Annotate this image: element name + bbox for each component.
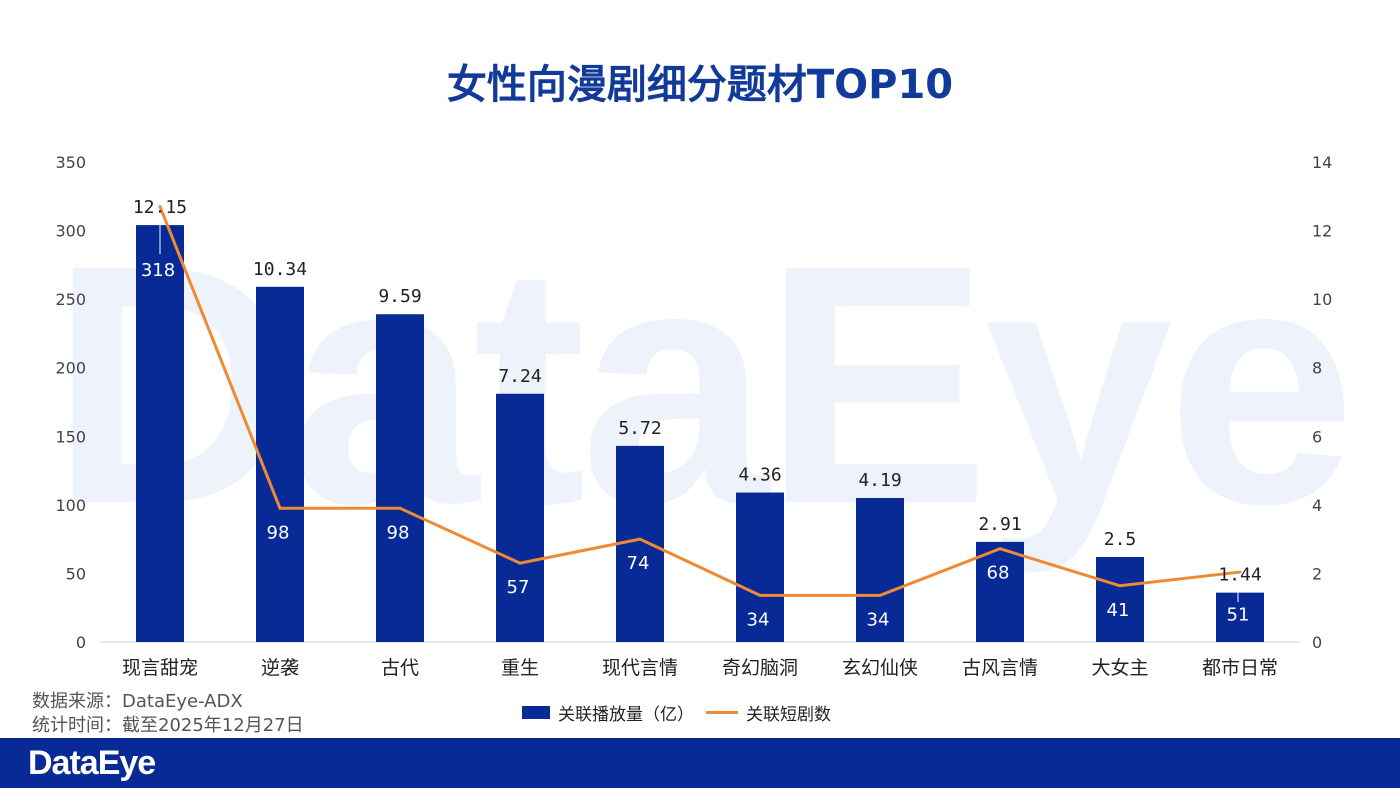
line-point: [638, 537, 642, 541]
left-axis-tick: 100: [55, 496, 86, 515]
line-value-label: 57: [507, 577, 530, 598]
date-line: 统计时间：截至2025年12月27日: [32, 715, 304, 736]
bar[interactable]: [976, 541, 1024, 642]
line-value-label: 41: [1107, 600, 1130, 621]
category-label: 都市日常: [1202, 657, 1278, 679]
bar[interactable]: [496, 393, 544, 642]
right-axis-tick: 4: [1312, 496, 1322, 515]
category-label: 现代言情: [602, 657, 678, 679]
category-label: 古代: [381, 657, 419, 679]
left-axis-tick: 350: [55, 153, 86, 172]
legend: 关联播放量（亿） 关联短剧数: [522, 700, 831, 725]
left-axis: 0 50 100 150 200 250 300 350: [55, 153, 86, 652]
legend-line-label: 关联短剧数: [746, 705, 831, 725]
bar-value-label: 7.24: [498, 366, 541, 387]
line-value-label: 98: [267, 522, 290, 543]
right-axis-tick: 8: [1312, 359, 1322, 378]
category-label: 奇幻脑洞: [722, 657, 798, 679]
line-value-label: 51: [1227, 605, 1250, 626]
line-point: [998, 547, 1002, 551]
left-axis-tick: 150: [55, 427, 86, 446]
legend-item-bar[interactable]: 关联播放量（亿）: [522, 700, 694, 725]
bar[interactable]: [1096, 556, 1144, 642]
right-axis-tick: 6: [1312, 427, 1322, 446]
line-point: [1238, 570, 1242, 574]
bar-value-label: 2.91: [978, 514, 1021, 535]
footer-bar: DataEye: [0, 738, 1400, 788]
left-axis-tick: 300: [55, 222, 86, 241]
line-value-label: 98: [387, 522, 410, 543]
line-point: [398, 506, 402, 510]
bar[interactable]: [136, 225, 184, 643]
left-axis-tick: 200: [55, 359, 86, 378]
bar-value-label: 10.34: [253, 259, 307, 280]
category-label: 古风言情: [962, 657, 1038, 679]
line-point: [518, 561, 522, 565]
left-axis-tick: 250: [55, 290, 86, 309]
legend-line-swatch: [706, 711, 738, 714]
legend-item-line[interactable]: 关联短剧数: [706, 700, 831, 725]
bar-value-label: 12.15: [133, 197, 187, 218]
bar[interactable]: [616, 445, 664, 642]
data-labels: 12.15 10.34 9.59 7.24 5.72 4.36 4.19 2.91 2.5 1.4…: [133, 197, 1262, 630]
right-axis-tick: 14: [1312, 153, 1332, 172]
left-axis-tick: 0: [76, 633, 86, 652]
bar-value-label: 4.36: [738, 465, 781, 486]
legend-bar-swatch: [522, 706, 550, 719]
bar-value-label: 4.19: [858, 470, 901, 491]
line-point: [1118, 584, 1122, 588]
bar[interactable]: [376, 314, 424, 642]
right-axis-tick: 0: [1312, 633, 1322, 652]
bar[interactable]: [736, 492, 784, 642]
right-axis-tick: 10: [1312, 290, 1332, 309]
line-path[interactable]: [158, 206, 1241, 597]
category-label: 逆袭: [261, 657, 299, 679]
line-point: [278, 506, 282, 510]
bar-value-label: 2.5: [1104, 529, 1137, 550]
footer-logo: DataEye: [28, 744, 156, 782]
bar-series: [136, 225, 1264, 643]
right-axis: 0 2 4 6 8 10 12 14: [1312, 153, 1332, 652]
line-value-label: 68: [987, 563, 1010, 584]
category-label: 现言甜宠: [122, 657, 198, 679]
bar-value-label: 5.72: [618, 418, 661, 439]
line-series: [158, 205, 1242, 597]
line-value-label: 74: [627, 553, 650, 574]
line-point: [878, 593, 882, 597]
bar-value-label: 9.59: [378, 286, 421, 307]
right-axis-tick: 12: [1312, 222, 1332, 241]
source-line: 数据来源：DataEye-ADX: [32, 691, 243, 712]
source-note: 数据来源：DataEye-ADX 统计时间：截至2025年12月27日: [32, 690, 304, 738]
category-labels: 现言甜宠 逆袭 古代 重生 现代言情 奇幻脑洞 玄幻仙侠 古风言情 大女主 都市日常: [122, 657, 1278, 679]
category-label: 重生: [501, 657, 539, 679]
left-axis-tick: 50: [66, 564, 86, 583]
line-value-label: 34: [867, 609, 890, 630]
chart-title: 女性向漫剧细分题材TOP10: [446, 62, 954, 108]
bar-value-label: 1.44: [1218, 565, 1261, 586]
bar[interactable]: [856, 498, 904, 642]
line-value-label: 34: [747, 609, 770, 630]
legend-bar-label: 关联播放量（亿）: [558, 705, 694, 725]
right-axis-tick: 2: [1312, 564, 1322, 583]
line-point: [158, 205, 162, 209]
line-value-label: 318: [141, 260, 175, 281]
bar[interactable]: [1216, 592, 1264, 642]
category-label: 大女主: [1091, 657, 1148, 679]
line-point: [758, 593, 762, 597]
category-label: 玄幻仙侠: [842, 657, 918, 679]
